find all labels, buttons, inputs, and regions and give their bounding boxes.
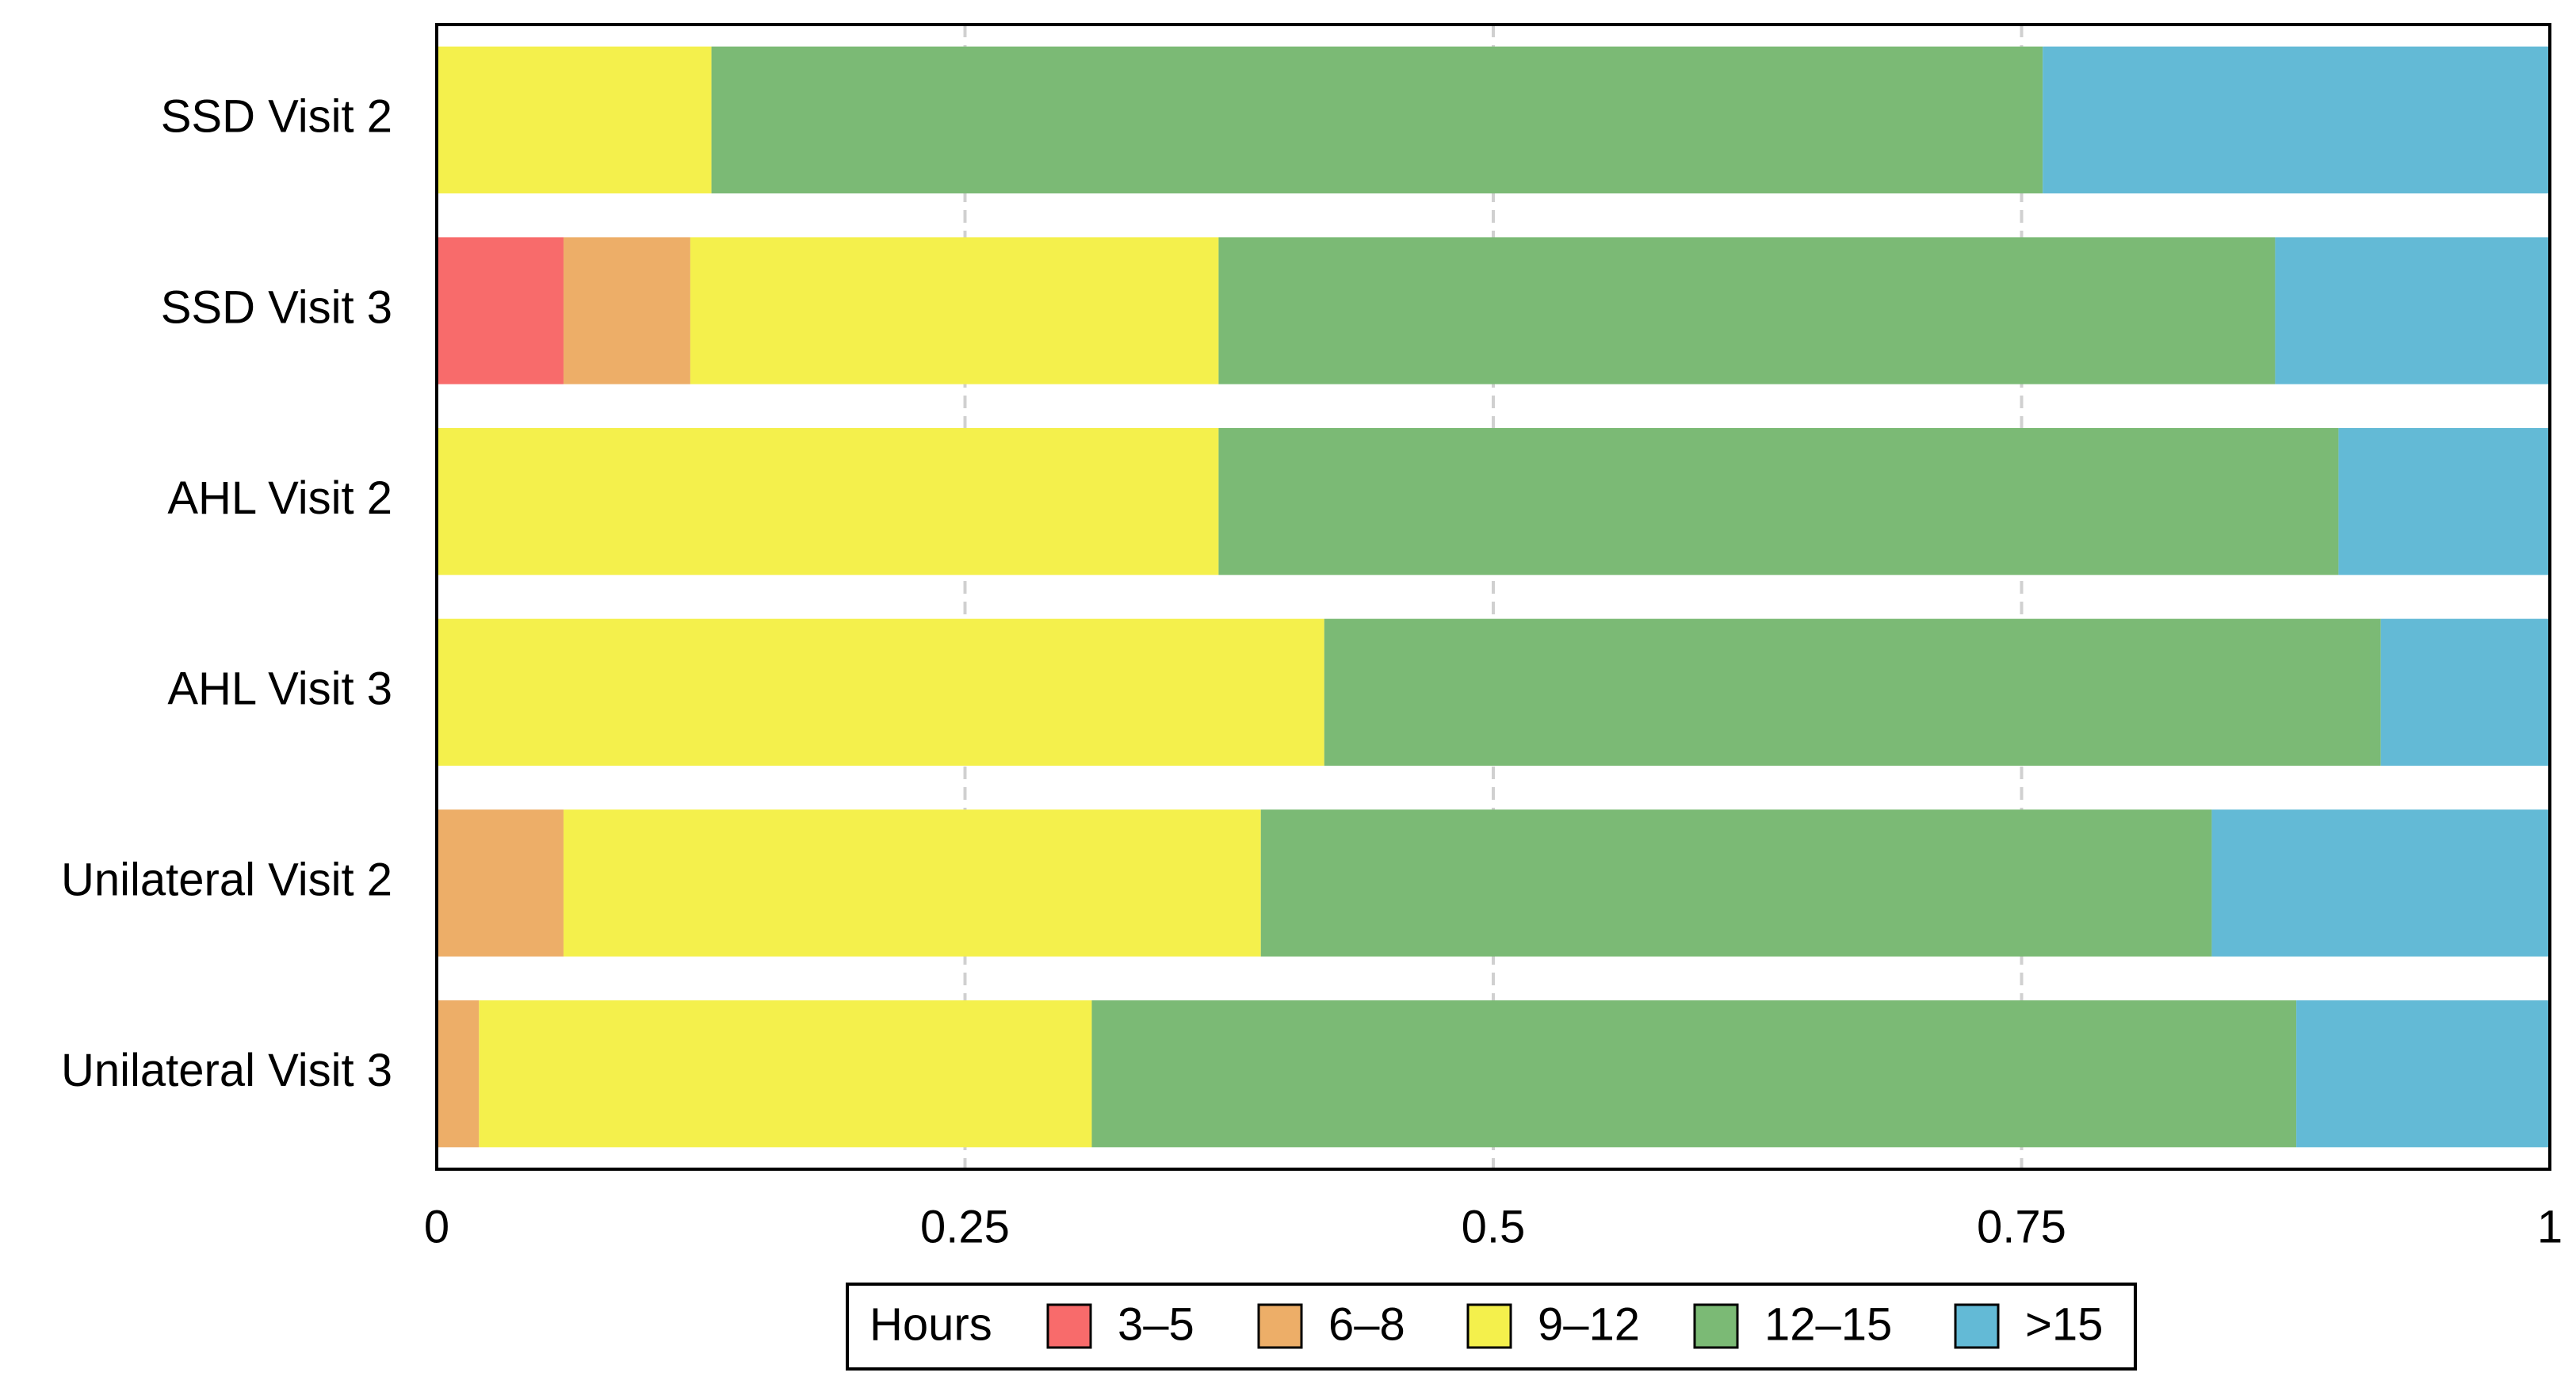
- bar-segment: [2043, 46, 2550, 193]
- x-tick-label: 0: [424, 1201, 449, 1252]
- bar-segment: [690, 237, 1219, 384]
- bar-segment: [437, 1000, 480, 1148]
- legend-label: >15: [2025, 1298, 2103, 1350]
- y-tick-label: SSD Visit 2: [161, 91, 392, 143]
- bar-segment: [1218, 428, 2339, 575]
- legend-title: Hours: [869, 1298, 992, 1350]
- bar-segment: [437, 809, 564, 957]
- plot-area: [435, 25, 2551, 1169]
- bar-segment: [479, 1000, 1092, 1148]
- bar-segment: [2380, 618, 2550, 766]
- y-tick-label: Unilateral Visit 2: [61, 854, 392, 905]
- bar-segment: [2211, 809, 2550, 957]
- y-tick-label: AHL Visit 2: [167, 472, 392, 524]
- legend-swatch: [1954, 1303, 2000, 1349]
- x-tick-label: 0.75: [1977, 1201, 2066, 1252]
- plot-frame: [435, 23, 2551, 1171]
- bar-segment: [563, 809, 1261, 957]
- legend-swatch: [1693, 1303, 1739, 1349]
- bar-segment: [1260, 809, 2212, 957]
- bar-segment: [2296, 1000, 2550, 1148]
- bar-segment: [437, 618, 1324, 766]
- bar-segment: [2275, 237, 2550, 384]
- legend-swatch: [1466, 1303, 1512, 1349]
- legend-swatch: [1046, 1303, 1092, 1349]
- bar-segment: [563, 237, 690, 384]
- y-tick-label: Unilateral Visit 3: [61, 1045, 392, 1096]
- bar-segment: [2338, 428, 2550, 575]
- y-tick-label: AHL Visit 3: [167, 663, 392, 715]
- x-tick-label: 0.5: [1462, 1201, 1526, 1252]
- legend-label: 6–8: [1328, 1298, 1405, 1350]
- bar-segment: [437, 237, 564, 384]
- legend-label: 9–12: [1538, 1298, 1640, 1350]
- legend-swatch: [1257, 1303, 1303, 1349]
- bar-segment: [437, 46, 712, 193]
- legend-label: 12–15: [1764, 1298, 1892, 1350]
- bar-segment: [711, 46, 2043, 193]
- bar-segment: [437, 428, 1219, 575]
- bar-segment: [1324, 618, 2381, 766]
- x-tick-label: 1: [2537, 1201, 2563, 1252]
- bar-segment: [1218, 237, 2276, 384]
- bar-segment: [1091, 1000, 2297, 1148]
- y-tick-label: SSD Visit 3: [161, 281, 392, 333]
- x-tick-label: 0.25: [920, 1201, 1010, 1252]
- legend-label: 3–5: [1118, 1298, 1194, 1350]
